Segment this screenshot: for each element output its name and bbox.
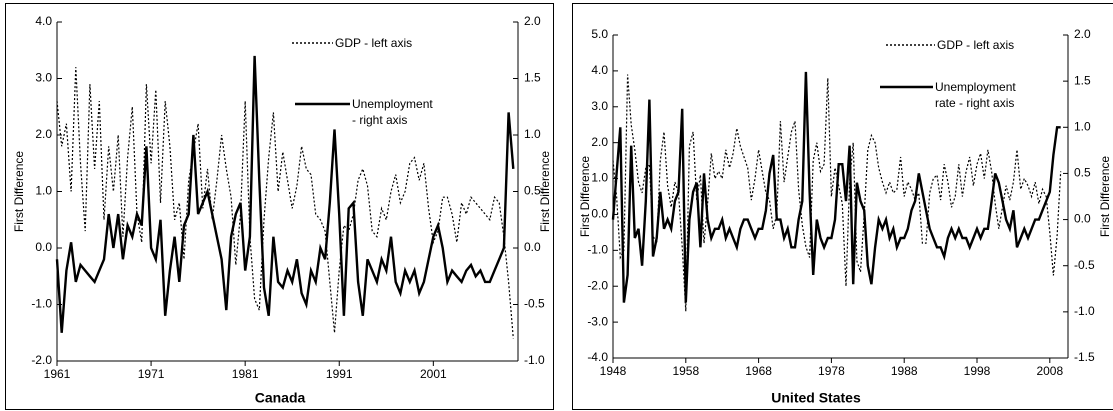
y-tick-label: 3.0 [591, 99, 608, 113]
y-tick-label: 2.0 [591, 135, 608, 149]
chart-title: United States [771, 390, 861, 406]
y2-tick-label: -0.5 [1074, 258, 1095, 272]
y-tick-label: 3.0 [35, 71, 52, 85]
y2-tick-label: 1.0 [524, 127, 541, 141]
x-tick-label: 1978 [818, 364, 845, 378]
x-tick-label: 1988 [891, 364, 918, 378]
chart-title: Canada [255, 390, 306, 406]
y-tick-label: 1.0 [35, 184, 52, 198]
y-tick-label: 2.0 [35, 127, 52, 141]
y2-tick-label: 2.0 [524, 14, 541, 28]
y2-axis-label: First Difference [538, 151, 552, 232]
legend-label: GDP - left axis [937, 38, 1015, 52]
y2-axis-label: First Difference [1098, 156, 1112, 237]
x-tick-label: 1971 [138, 367, 165, 381]
y-tick-label: 4.0 [591, 63, 608, 77]
y2-tick-label: 0.5 [1074, 166, 1091, 180]
x-tick-label: 1981 [232, 367, 259, 381]
x-tick-label: 1998 [964, 364, 991, 378]
y2-tick-label: 0.0 [524, 240, 541, 254]
y-axis-label: First Difference [578, 156, 592, 237]
data-line [55, 55, 515, 333]
y2-tick-label: 1.5 [1074, 73, 1091, 87]
y2-tick-label: 2.0 [1074, 27, 1091, 41]
x-tick-label: 2001 [420, 367, 447, 381]
y-tick-label: 4.0 [35, 14, 52, 28]
y2-tick-label: -1.5 [1074, 350, 1095, 364]
y-tick-label: 0.0 [591, 207, 608, 221]
y-tick-label: -1.0 [587, 243, 608, 257]
data-line [611, 71, 1061, 303]
y-tick-label: -1.0 [31, 297, 52, 311]
x-tick-label: 1958 [672, 364, 699, 378]
data-line [56, 67, 514, 339]
y-tick-label: -4.0 [587, 350, 608, 364]
x-tick-label: 2008 [1036, 364, 1063, 378]
y2-tick-label: 1.5 [524, 71, 541, 85]
y2-tick-label: -0.5 [524, 297, 545, 311]
x-tick-label: 1948 [600, 364, 627, 378]
legend-label: Unemployment rate - right axis [935, 80, 1016, 110]
y2-tick-label: 0.5 [524, 184, 541, 198]
x-tick-label: 1961 [44, 367, 71, 381]
y-tick-label: 5.0 [591, 27, 608, 41]
y2-tick-label: 1.0 [1074, 119, 1091, 133]
panel-frame [5, 3, 554, 410]
y-tick-label: 0.0 [35, 240, 52, 254]
y2-tick-label: 0.0 [1074, 212, 1091, 226]
y-axis-label: First Difference [12, 151, 26, 232]
y-tick-label: -3.0 [587, 314, 608, 328]
panel-frame [572, 3, 1113, 410]
legend-label: GDP - left axis [335, 36, 413, 50]
y-tick-label: 1.0 [591, 171, 608, 185]
y2-tick-label: -1.0 [1074, 304, 1095, 318]
x-tick-label: 1991 [326, 367, 353, 381]
y2-tick-label: -1.0 [524, 353, 545, 367]
y-tick-label: -2.0 [587, 278, 608, 292]
legend-label: Unemployment - right axis [352, 97, 433, 127]
x-tick-label: 1968 [745, 364, 772, 378]
y-tick-label: -2.0 [31, 353, 52, 367]
